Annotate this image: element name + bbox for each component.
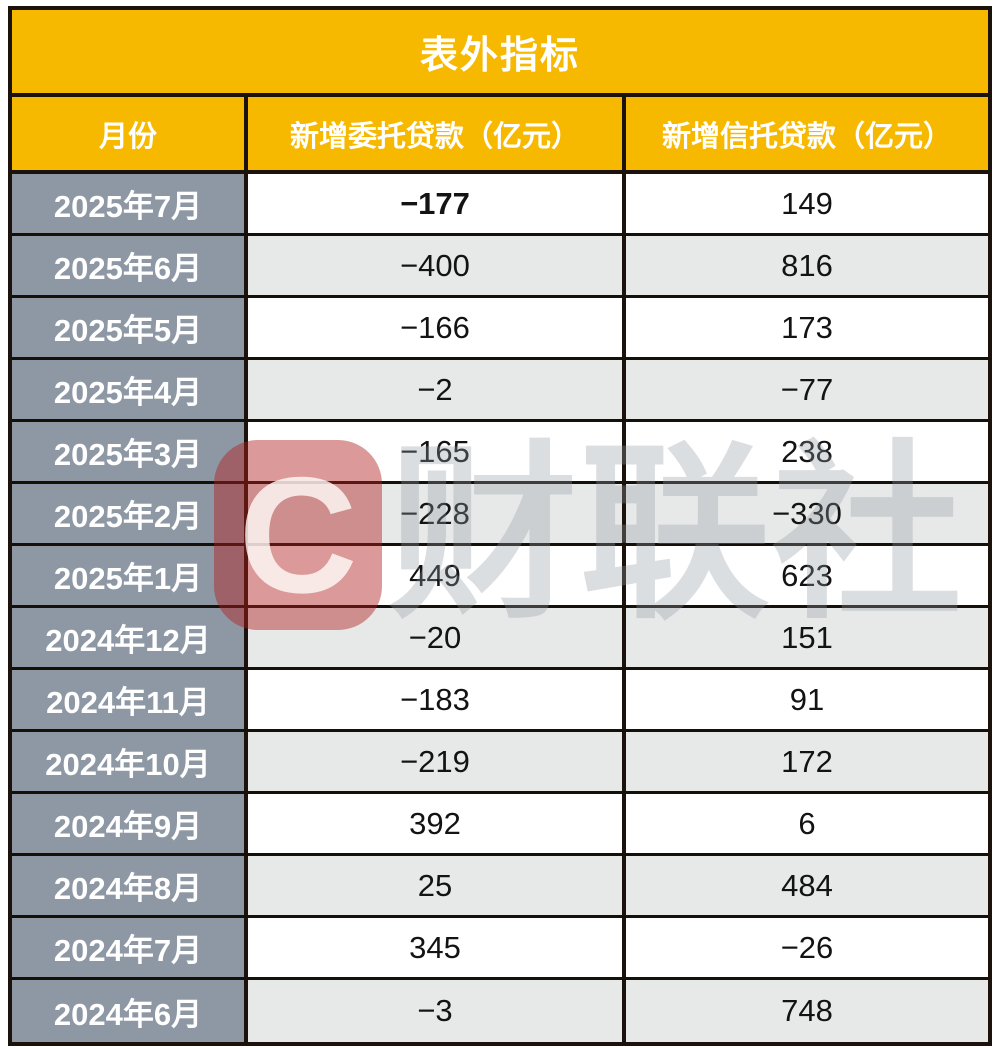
entrusted-loans-cell: −183 [244,670,622,729]
table-row: 2025年5月 −166 173 [12,298,988,360]
month-cell: 2024年10月 [12,732,244,791]
trust-loans-cell: 6 [622,794,988,853]
month-cell: 2025年3月 [12,422,244,481]
month-cell: 2025年7月 [12,174,244,233]
table-header-row: 月份 新增委托贷款（亿元） 新增信托贷款（亿元） [12,97,988,174]
table-body: 2025年7月 −177 149 2025年6月 −400 816 2025年5月 −166 1… [12,174,988,1042]
trust-loans-cell: −330 [622,484,988,543]
entrusted-loans-cell: 25 [244,856,622,915]
month-cell: 2025年1月 [12,546,244,605]
table-row: 2024年12月 −20 151 [12,608,988,670]
entrusted-loans-cell: −2 [244,360,622,419]
table-row: 2024年10月 −219 172 [12,732,988,794]
table-row: 2025年4月 −2 −77 [12,360,988,422]
month-cell: 2024年11月 [12,670,244,729]
trust-loans-cell: 151 [622,608,988,667]
table-row: 2025年2月 −228 −330 [12,484,988,546]
month-cell: 2024年8月 [12,856,244,915]
entrusted-loans-cell: −166 [244,298,622,357]
trust-loans-cell: −26 [622,918,988,977]
entrusted-loans-cell: 392 [244,794,622,853]
entrusted-loans-cell: −400 [244,236,622,295]
table-title: 表外指标 [12,10,988,97]
entrusted-loans-cell: −165 [244,422,622,481]
trust-loans-cell: 484 [622,856,988,915]
entrusted-loans-cell: −228 [244,484,622,543]
table-row: 2025年6月 −400 816 [12,236,988,298]
header-entrusted-loans: 新增委托贷款（亿元） [244,97,622,170]
trust-loans-cell: 91 [622,670,988,729]
table-row: 2024年11月 −183 91 [12,670,988,732]
table-row: 2025年3月 −165 238 [12,422,988,484]
entrusted-loans-cell: −20 [244,608,622,667]
entrusted-loans-cell: 449 [244,546,622,605]
table-row: 2024年6月 −3 748 [12,980,988,1042]
table-row: 2025年7月 −177 149 [12,174,988,236]
trust-loans-cell: 623 [622,546,988,605]
entrusted-loans-cell: −3 [244,980,622,1042]
entrusted-loans-cell: 345 [244,918,622,977]
trust-loans-cell: 172 [622,732,988,791]
trust-loans-cell: 748 [622,980,988,1042]
trust-loans-cell: 238 [622,422,988,481]
month-cell: 2024年12月 [12,608,244,667]
header-trust-loans: 新增信托贷款（亿元） [622,97,988,170]
table-row: 2025年1月 449 623 [12,546,988,608]
month-cell: 2025年6月 [12,236,244,295]
entrusted-loans-cell: −219 [244,732,622,791]
month-cell: 2024年6月 [12,980,244,1042]
trust-loans-cell: 173 [622,298,988,357]
trust-loans-cell: 149 [622,174,988,233]
trust-loans-cell: −77 [622,360,988,419]
table-row: 2024年9月 392 6 [12,794,988,856]
table-row: 2024年8月 25 484 [12,856,988,918]
table-row: 2024年7月 345 −26 [12,918,988,980]
month-cell: 2024年9月 [12,794,244,853]
header-month: 月份 [98,120,157,153]
trust-loans-cell: 816 [622,236,988,295]
month-cell: 2024年7月 [12,918,244,977]
month-cell: 2025年2月 [12,484,244,543]
month-cell: 2025年5月 [12,298,244,357]
entrusted-loans-cell: −177 [244,174,622,233]
off-balance-sheet-table: 表外指标 月份 新增委托贷款（亿元） 新增信托贷款（亿元） 2025年7月 −17… [8,6,992,1046]
month-cell: 2025年4月 [12,360,244,419]
